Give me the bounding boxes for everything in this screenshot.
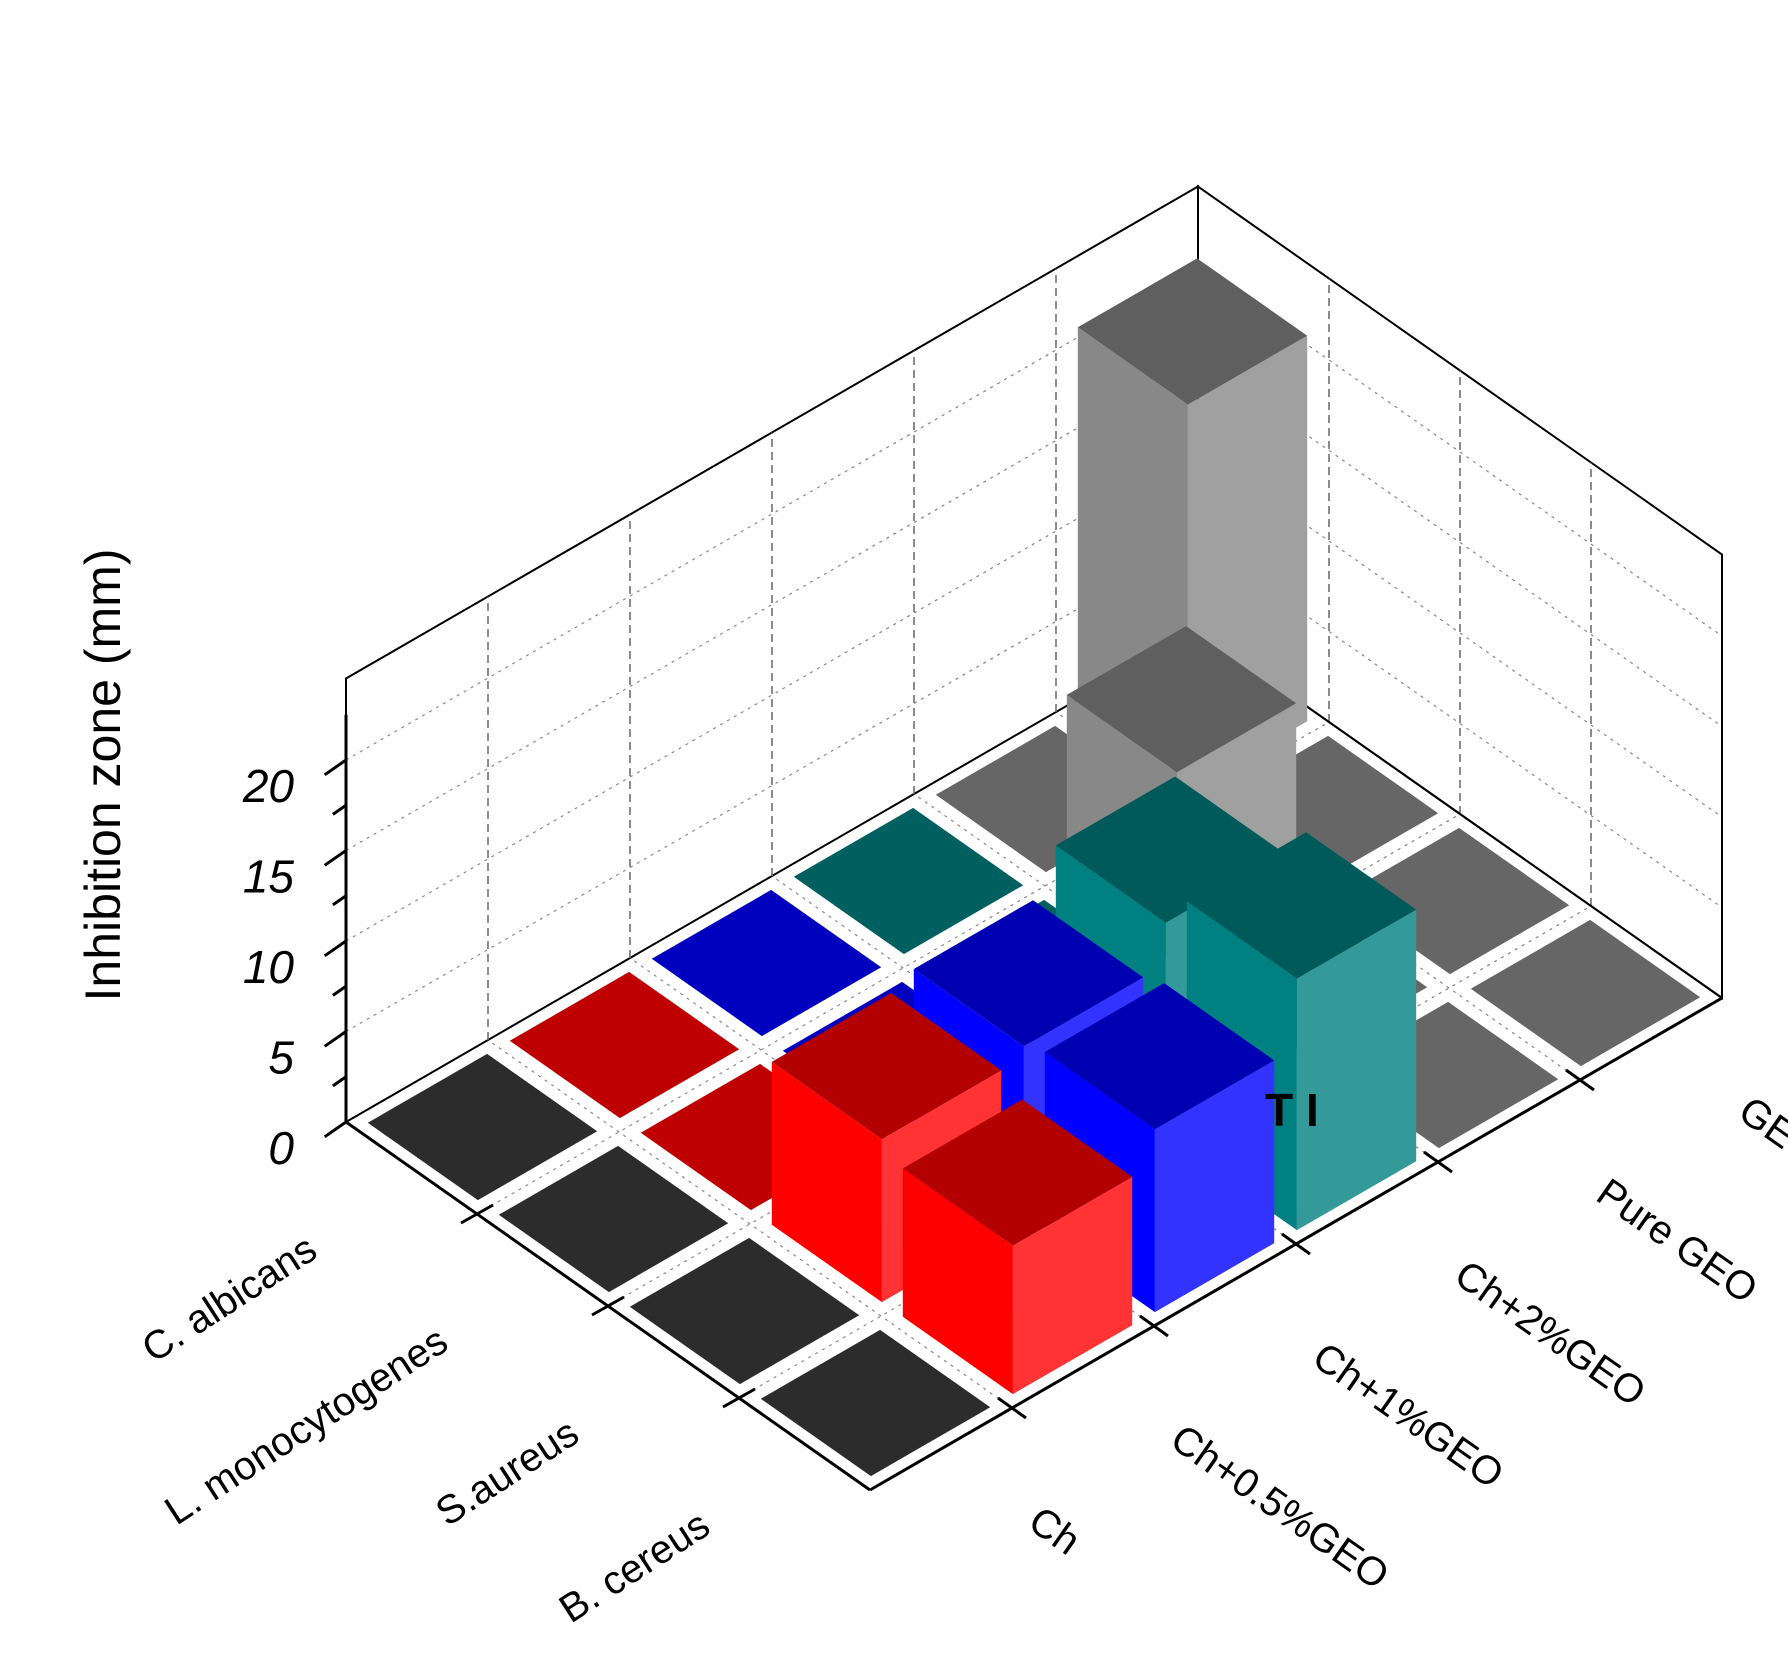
- z-tick-major: [323, 849, 347, 867]
- z-tick-minor: [332, 894, 347, 907]
- z-tick-major: [323, 758, 347, 777]
- z-tick-major: [323, 1030, 347, 1048]
- chart-bars: [367, 258, 1701, 1477]
- z-tick-label: 10: [243, 941, 295, 993]
- bar-base: [629, 1237, 860, 1385]
- bar: [629, 1237, 860, 1385]
- bar-front: [1296, 909, 1417, 1231]
- z-tick-label: 15: [243, 851, 295, 903]
- bar-front: [1012, 1176, 1133, 1395]
- organism-label: L. monocytogenes: [157, 1319, 455, 1534]
- annotation-ti: T I: [1265, 1084, 1319, 1136]
- bar-base: [367, 1053, 598, 1201]
- treatment-label: GEO (1:1): [1731, 1088, 1788, 1229]
- treatment-tick: [1281, 1232, 1311, 1256]
- bar-side: [771, 1061, 882, 1303]
- bar: [760, 1329, 991, 1477]
- organism-tick: [722, 1387, 756, 1409]
- treatment-tick: [997, 1396, 1027, 1420]
- chart-axes: [323, 629, 1723, 1492]
- treatment-label: Ch: [1021, 1498, 1088, 1563]
- bar-base: [760, 1329, 991, 1477]
- organism-label: C. albicans: [134, 1227, 324, 1372]
- bar-top: [913, 900, 1144, 1047]
- bar-base: [1470, 919, 1701, 1067]
- organism-label: B. cereus: [552, 1503, 718, 1632]
- bar-top: [1077, 258, 1308, 405]
- treatment-tick: [1423, 1150, 1453, 1174]
- bar-top: [1044, 983, 1275, 1130]
- grid-line: [487, 1039, 1013, 1409]
- z-tick-minor: [332, 985, 347, 997]
- z-tick-minor: [332, 1075, 347, 1088]
- organism-tick: [460, 1203, 494, 1225]
- bar: [498, 1145, 729, 1293]
- treatment-tick: [1139, 1314, 1169, 1338]
- treatment-label: Pure GEO: [1589, 1170, 1765, 1312]
- z-tick-major: [323, 939, 347, 958]
- z-tick-label: 0: [268, 1122, 294, 1174]
- z-tick-label: 5: [268, 1032, 294, 1084]
- bar-base: [793, 807, 1024, 955]
- bar-top: [902, 1099, 1133, 1246]
- treatment-tick: [1565, 1068, 1595, 1092]
- bar: [509, 971, 740, 1119]
- grid-line: [345, 357, 1723, 852]
- grid-line: [345, 448, 1723, 942]
- bar: [367, 1053, 598, 1201]
- bar: [1470, 919, 1701, 1067]
- organism-label: S.aureus: [428, 1411, 586, 1535]
- treatment-label: Ch+1%GEO: [1305, 1334, 1511, 1497]
- bar: [902, 1099, 1133, 1395]
- bar-top: [1186, 832, 1417, 979]
- bar-top: [1066, 626, 1297, 773]
- bar: [1339, 827, 1570, 975]
- bar-base: [509, 971, 740, 1119]
- bar-front: [1154, 1060, 1275, 1313]
- y-axis-title: Inhibition zone (mm): [75, 549, 131, 1002]
- bar-top: [771, 993, 1002, 1140]
- bar-base: [651, 889, 882, 1037]
- organism-tick: [591, 1295, 625, 1317]
- bar-side: [902, 1168, 1013, 1395]
- bar: [793, 807, 1024, 955]
- grid-line: [345, 538, 1723, 1033]
- bar-base: [1339, 827, 1570, 975]
- treatment-label: Ch+0.5%GEO: [1163, 1416, 1397, 1598]
- z-tick-label: 20: [242, 760, 295, 812]
- treatment-label: Ch+2%GEO: [1447, 1252, 1653, 1415]
- z-tick-minor: [332, 804, 347, 816]
- grid-line: [345, 267, 1723, 761]
- bar-base: [498, 1145, 729, 1293]
- bar: [651, 889, 882, 1037]
- z-tick-major: [323, 1120, 347, 1139]
